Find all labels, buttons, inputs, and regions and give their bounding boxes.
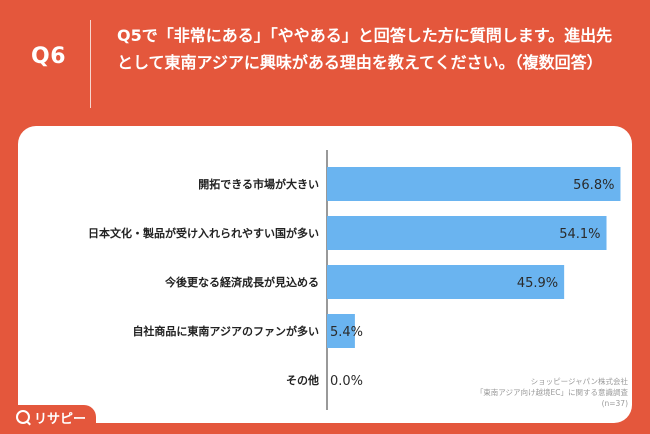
category-label: 開拓できる市場が大きい <box>198 177 319 191</box>
value-label: 45.9% <box>517 276 558 291</box>
category-label: 今後更なる経済成長が見込める <box>164 275 319 289</box>
value-label: 56.8% <box>573 178 614 193</box>
brand-name: リサピー <box>34 411 87 427</box>
category-label: その他 <box>286 373 319 387</box>
header-divider <box>90 20 91 108</box>
bar <box>327 265 565 299</box>
source-note: ショッピージャパン株式会社 「東南アジア向け越境EC」に関する意識調査 (n=3… <box>476 376 628 409</box>
value-label: 0.0% <box>330 374 363 389</box>
category-label: 日本文化・製品が受け入れられやすい国が多い <box>88 226 319 240</box>
bar <box>327 167 621 201</box>
brand-logo: リサピー <box>10 405 97 429</box>
bar <box>327 314 355 348</box>
category-label: 自社商品に東南アジアのファンが多い <box>132 324 319 338</box>
bar <box>327 216 607 250</box>
question-number: Q6 <box>31 44 67 69</box>
magnifier-icon <box>16 410 30 424</box>
sample-size: (n=37) <box>601 399 628 408</box>
source-survey: 「東南アジア向け越境EC」に関する意識調査 <box>475 388 628 397</box>
value-label: 54.1% <box>559 227 600 242</box>
source-company: ショッピージャパン株式会社 <box>530 377 628 386</box>
value-label: 5.4% <box>330 325 363 340</box>
question-text: Q5で「非常にある」「ややある」と回答した方に質問します。進出先として東南アジア… <box>117 26 613 72</box>
question-header: Q6 Q5で「非常にある」「ややある」と回答した方に質問します。進出先として東南… <box>0 0 650 122</box>
